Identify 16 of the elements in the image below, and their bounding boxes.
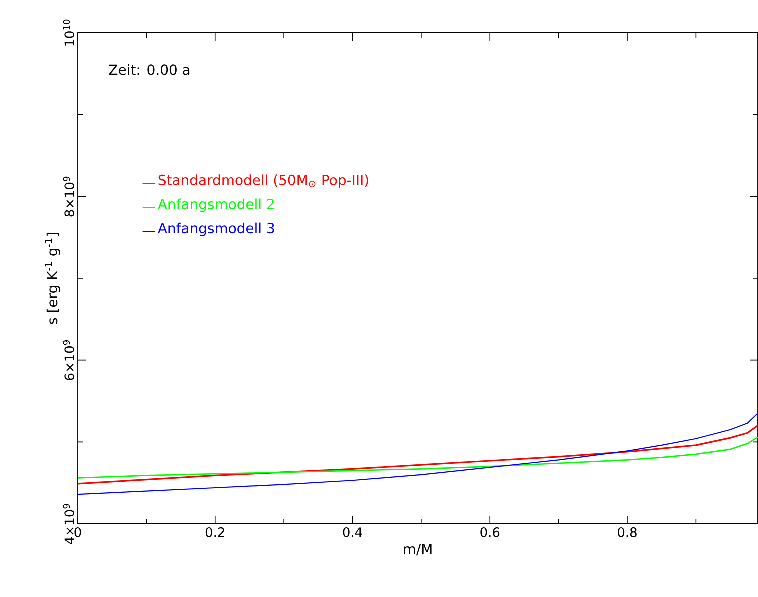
x-tick-label: 0.6 — [480, 528, 500, 538]
line-series — [78, 412, 758, 496]
y-axis-title: s [erg K$^{-1}$ g$^{-1}$] — [45, 233, 60, 324]
x-axis-title: m/M — [404, 544, 432, 556]
y-tick-label: 10$^{10}$ — [63, 20, 74, 46]
x-tick-label: 0 — [74, 528, 82, 538]
y-tick-label: 6×10$^{9}$ — [63, 340, 74, 380]
y-tick-label: 8×10$^{9}$ — [63, 176, 74, 217]
legend-label: Anfangsmodell 2 — [158, 198, 274, 212]
x-tick-label: 0.2 — [206, 528, 224, 538]
x-tick-label: 0.4 — [343, 528, 362, 538]
annotation: Zeit: 0.00 a — [109, 64, 190, 76]
legend-label: Anfangsmodell 3 — [158, 222, 274, 236]
legend-label: Standardmodell (50M$_{⊙}$ Pop-III) — [158, 174, 368, 188]
y-tick-label: 4×10$^{9}$ — [63, 504, 74, 544]
x-tick-label: 0.8 — [618, 528, 637, 538]
